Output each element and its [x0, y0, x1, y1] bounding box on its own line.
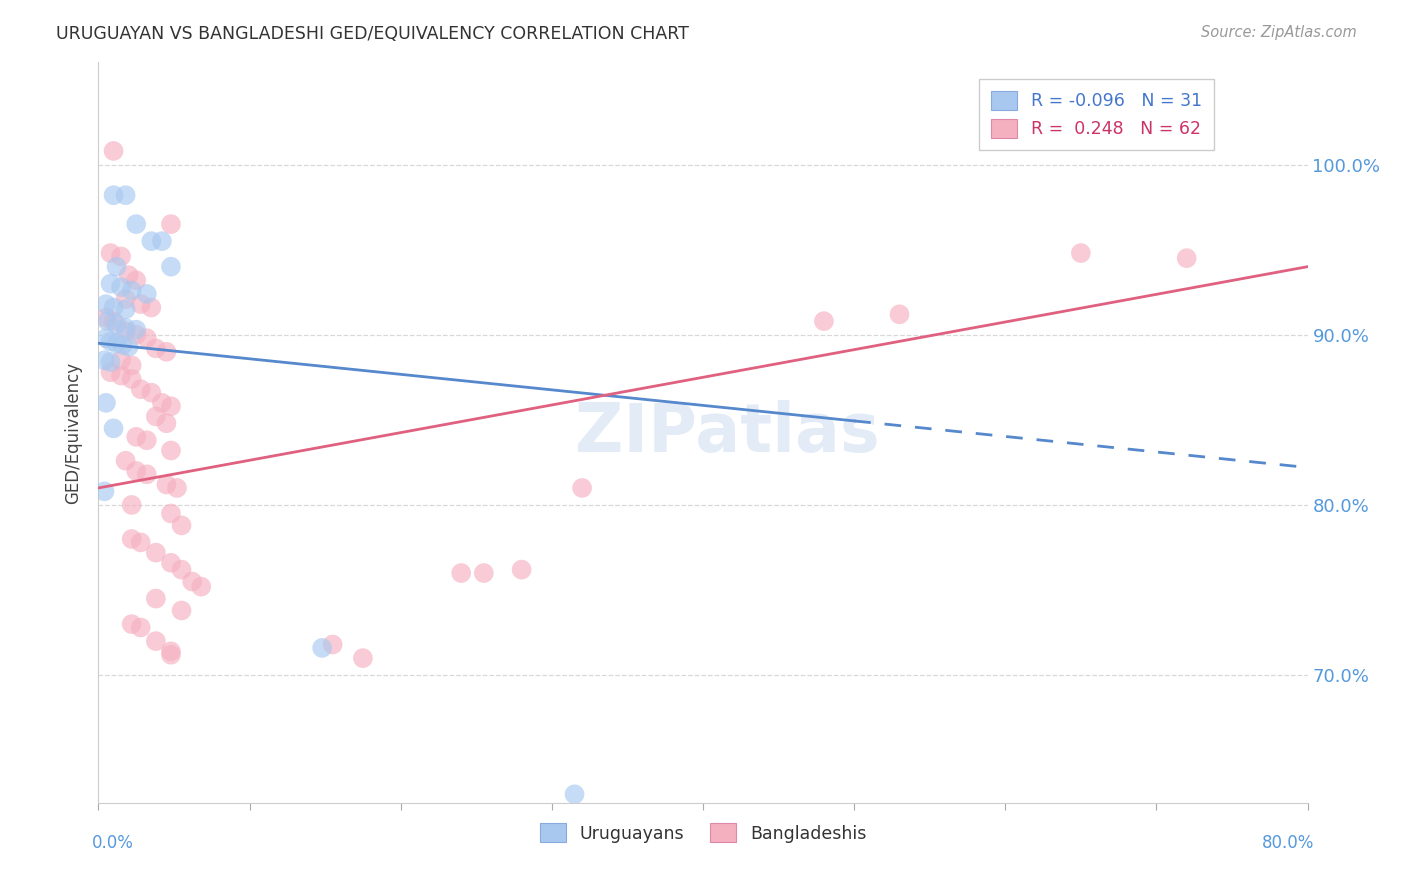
Text: ZIPatlas: ZIPatlas: [575, 400, 880, 466]
Point: [94, 396, 117, 410]
Point: [190, 580, 212, 594]
Point: [352, 651, 374, 665]
Point: [1175, 251, 1198, 265]
Point: [135, 286, 157, 301]
Point: [114, 292, 136, 306]
Point: [510, 563, 533, 577]
Point: [160, 648, 183, 662]
Point: [160, 399, 183, 413]
Point: [100, 334, 122, 349]
Point: [114, 188, 136, 202]
Point: [103, 144, 125, 158]
Point: [100, 246, 122, 260]
Point: [181, 574, 204, 589]
Point: [114, 321, 136, 335]
Point: [125, 464, 148, 478]
Point: [105, 336, 128, 351]
Point: [160, 260, 183, 274]
Point: [155, 417, 177, 431]
Point: [114, 324, 136, 338]
Text: 0.0%: 0.0%: [91, 834, 134, 852]
Point: [160, 443, 183, 458]
Point: [103, 188, 125, 202]
Point: [103, 301, 125, 315]
Text: URUGUAYAN VS BANGLADESHI GED/EQUIVALENCY CORRELATION CHART: URUGUAYAN VS BANGLADESHI GED/EQUIVALENCY…: [56, 25, 689, 43]
Point: [141, 385, 163, 400]
Point: [103, 421, 125, 435]
Point: [160, 507, 183, 521]
Point: [145, 409, 167, 424]
Point: [155, 477, 177, 491]
Point: [150, 234, 173, 248]
Point: [571, 481, 593, 495]
Point: [110, 353, 132, 368]
Point: [93, 484, 115, 499]
Point: [121, 498, 143, 512]
Point: [150, 396, 173, 410]
Text: Source: ZipAtlas.com: Source: ZipAtlas.com: [1201, 25, 1357, 40]
Point: [121, 359, 143, 373]
Point: [129, 382, 152, 396]
Point: [125, 430, 148, 444]
Point: [141, 234, 163, 248]
Point: [94, 310, 117, 325]
Point: [100, 355, 122, 369]
Legend: Uruguayans, Bangladeshis: Uruguayans, Bangladeshis: [533, 816, 873, 850]
Point: [94, 331, 117, 345]
Point: [160, 556, 183, 570]
Point: [93, 353, 115, 368]
Point: [105, 318, 128, 332]
Point: [129, 535, 152, 549]
Point: [118, 340, 141, 354]
Point: [125, 323, 148, 337]
Point: [125, 327, 148, 342]
Point: [145, 546, 167, 560]
Point: [100, 365, 122, 379]
Point: [110, 250, 132, 264]
Point: [125, 273, 148, 287]
Point: [170, 518, 193, 533]
Point: [1070, 246, 1092, 260]
Point: [311, 640, 333, 655]
Point: [166, 481, 188, 495]
Point: [813, 314, 835, 328]
Point: [96, 314, 118, 328]
Point: [110, 280, 132, 294]
Point: [121, 284, 143, 298]
Point: [160, 644, 183, 658]
Point: [135, 434, 157, 448]
Point: [129, 620, 152, 634]
Point: [135, 467, 157, 482]
Point: [135, 331, 157, 345]
Point: [145, 591, 167, 606]
Point: [145, 634, 167, 648]
Point: [564, 787, 586, 801]
Point: [114, 453, 136, 467]
Point: [170, 563, 193, 577]
Point: [121, 372, 143, 386]
Point: [103, 314, 125, 328]
Point: [129, 297, 152, 311]
Point: [111, 338, 134, 352]
Point: [170, 603, 193, 617]
Point: [114, 302, 136, 317]
Point: [121, 617, 143, 632]
Point: [100, 277, 122, 291]
Point: [145, 342, 167, 356]
Y-axis label: GED/Equivalency: GED/Equivalency: [65, 361, 83, 504]
Point: [105, 260, 128, 274]
Point: [125, 217, 148, 231]
Point: [118, 268, 141, 283]
Point: [450, 566, 472, 580]
Point: [141, 301, 163, 315]
Point: [155, 344, 177, 359]
Point: [110, 368, 132, 383]
Point: [889, 307, 911, 321]
Point: [94, 297, 117, 311]
Point: [472, 566, 495, 580]
Text: 80.0%: 80.0%: [1263, 834, 1315, 852]
Point: [322, 638, 344, 652]
Point: [160, 217, 183, 231]
Point: [121, 532, 143, 546]
